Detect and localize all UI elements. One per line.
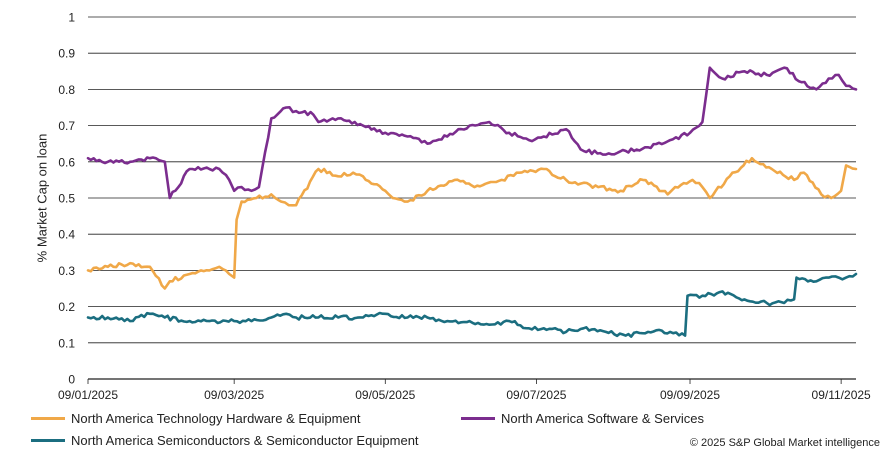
y-tick-label: 0.1 <box>58 336 75 350</box>
y-axis-ticks: 0 0.1 0.2 0.3 0.4 0.5 0.6 0.7 0.8 0.9 1 <box>58 11 75 387</box>
y-tick-label: 1 <box>68 11 75 25</box>
legend-swatch-semiconductors <box>31 439 65 442</box>
y-tick-label: 0.6 <box>58 155 75 169</box>
series-line-software <box>86 66 858 200</box>
legend-label-semiconductors: North America Semiconductors & Semicondu… <box>71 433 419 448</box>
y-axis-label: % Market Cap on loan <box>34 133 50 263</box>
x-tick-label: 09/01/2025 <box>58 388 118 402</box>
x-tick-label: 09/05/2025 <box>355 388 415 402</box>
legend-item-software: North America Software & Services <box>461 411 704 426</box>
legend-swatch-hardware <box>31 417 65 420</box>
x-tick-label: 09/07/2025 <box>506 388 566 402</box>
legend-label-software: North America Software & Services <box>501 411 705 426</box>
grid-lines <box>88 16 856 380</box>
y-tick-label: 0.5 <box>58 192 75 206</box>
series-line-semiconductors <box>86 272 858 338</box>
y-tick-label: 0.9 <box>58 47 75 61</box>
x-tick-label: 09/03/2025 <box>204 388 264 402</box>
x-tick-label: 09/09/2025 <box>660 388 720 402</box>
legend-item-hardware: North America Technology Hardware & Equi… <box>31 411 361 426</box>
y-tick-label: 0.2 <box>58 300 75 314</box>
y-tick-label: 0.4 <box>58 228 75 242</box>
legend-swatch-software <box>461 417 495 420</box>
y-tick-label: 0 <box>68 373 75 387</box>
copyright-notice: © 2025 S&P Global Market intelligence <box>689 437 880 449</box>
y-tick-label: 0.8 <box>58 83 75 97</box>
x-tick-label: 09/11/2025 <box>812 388 871 402</box>
legend-label-hardware: North America Technology Hardware & Equi… <box>71 411 361 426</box>
y-tick-label: 0.3 <box>58 264 75 278</box>
y-tick-label: 0.7 <box>58 119 75 133</box>
x-axis: 09/01/2025 09/03/2025 09/05/2025 09/07/2025… <box>58 379 871 402</box>
legend-item-semiconductors: North America Semiconductors & Semicondu… <box>31 433 419 448</box>
series-lines <box>86 66 858 338</box>
series-line-hardware <box>86 156 858 290</box>
